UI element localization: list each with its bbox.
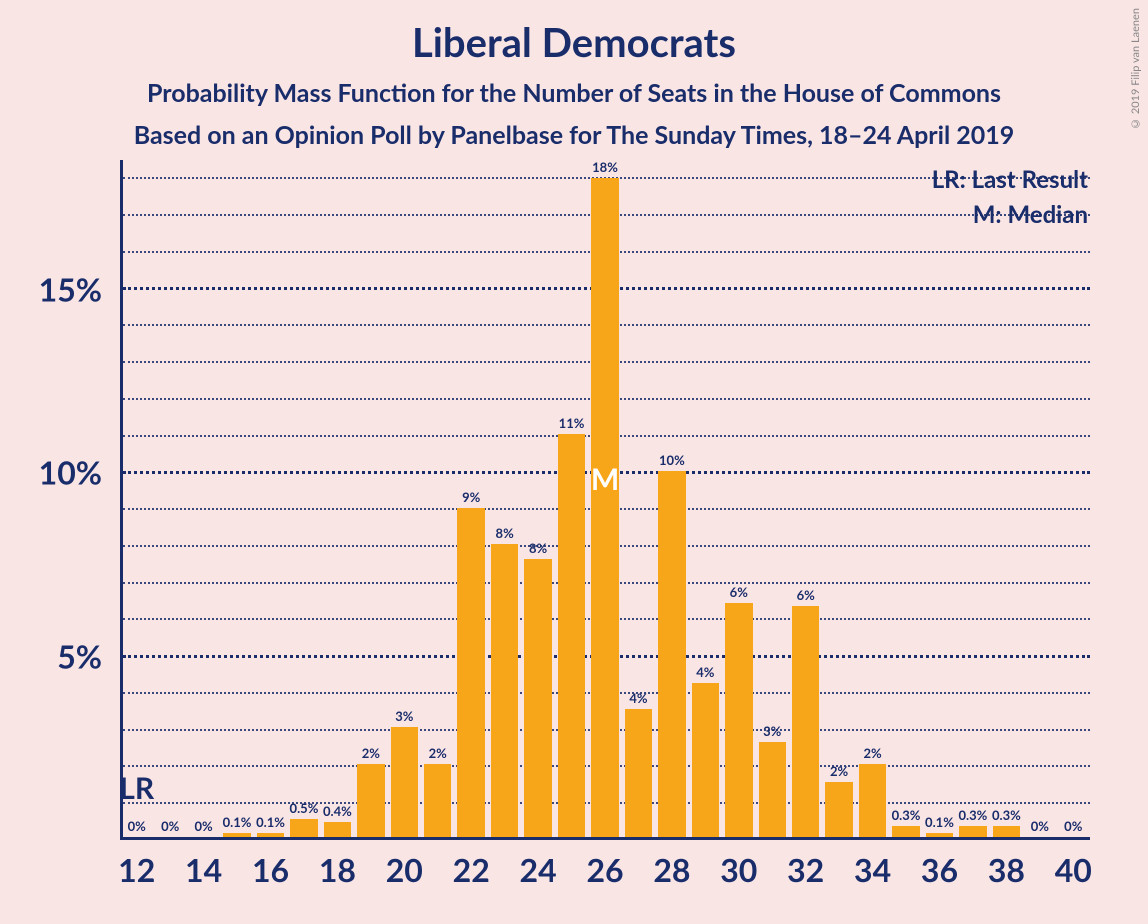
bar	[859, 764, 886, 837]
chart-title: Liberal Democrats	[0, 0, 1148, 66]
bar	[257, 833, 284, 837]
x-axis-line	[120, 837, 1090, 840]
bar	[223, 833, 250, 837]
bar	[391, 727, 418, 837]
bar-value-label: 6%	[709, 584, 769, 600]
x-tick-label: 36	[921, 850, 958, 889]
x-tick-label: 38	[988, 850, 1025, 889]
x-tick-label: 18	[319, 850, 356, 889]
bar	[324, 822, 351, 837]
bar	[725, 603, 752, 837]
bar	[959, 826, 986, 837]
bar	[424, 764, 451, 837]
bar	[926, 833, 953, 837]
x-tick-label: 34	[854, 850, 891, 889]
median-marker: M	[591, 461, 619, 497]
bar	[792, 606, 819, 837]
bar	[692, 683, 719, 837]
chart-subtitle-1: Probability Mass Function for the Number…	[0, 66, 1148, 108]
x-tick-label: 20	[386, 850, 423, 889]
bar	[759, 742, 786, 837]
x-tick-label: 40	[1055, 850, 1092, 889]
x-tick-label: 16	[252, 850, 289, 889]
bar	[290, 819, 317, 837]
bar	[457, 508, 484, 837]
bar	[825, 782, 852, 837]
y-tick-label: 10%	[39, 453, 102, 492]
y-axis-line	[120, 160, 123, 840]
x-tick-label: 14	[185, 850, 222, 889]
bar	[625, 709, 652, 837]
bar-value-label: 3%	[374, 708, 434, 724]
bar-value-label: 8%	[475, 525, 535, 541]
bar	[524, 559, 551, 837]
lr-marker: LR	[119, 770, 154, 806]
y-tick-label: 15%	[39, 269, 102, 308]
chart-subtitle-2: Based on an Opinion Poll by Panelbase fo…	[0, 108, 1148, 150]
bar	[558, 434, 585, 837]
bar-value-label: 9%	[441, 489, 501, 505]
bar-value-label: 18%	[575, 159, 635, 175]
copyright-text: © 2019 Filip van Laenen	[1129, 8, 1142, 130]
bar-value-label: 0%	[1043, 818, 1103, 834]
x-tick-label: 24	[520, 850, 557, 889]
bar	[658, 471, 685, 837]
bar-value-label: 6%	[776, 587, 836, 603]
y-tick-label: 5%	[57, 637, 102, 676]
x-tick-label: 26	[586, 850, 623, 889]
bar-value-label: 2%	[843, 745, 903, 761]
x-tick-label: 12	[118, 850, 155, 889]
x-tick-label: 28	[653, 850, 690, 889]
bar-value-label: 10%	[642, 452, 702, 468]
x-tick-label: 22	[453, 850, 490, 889]
bar	[591, 178, 618, 837]
chart-plot-area: 5%10%15%1214161820222426283032343638400%…	[120, 160, 1090, 840]
x-tick-label: 30	[720, 850, 757, 889]
bar	[491, 544, 518, 837]
bar	[357, 764, 384, 837]
x-tick-label: 32	[787, 850, 824, 889]
